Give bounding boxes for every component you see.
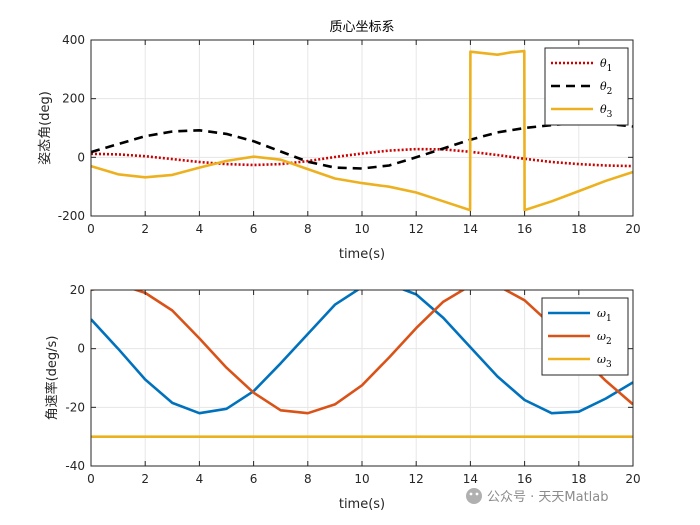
- x-tick-label: 14: [463, 222, 478, 236]
- x-axis-label: time(s): [339, 247, 385, 262]
- x-tick-label: 4: [196, 222, 204, 236]
- watermark-text: 公众号 · 天天Matlab: [487, 490, 609, 505]
- attitude-angle-chart: 质心坐标系 time(s) 姿态角(deg) 0 2 4 6 8 10 12 14 16 18 20…: [37, 20, 641, 262]
- x-tick-label: 18: [571, 472, 586, 486]
- x-tick-label: 4: [196, 472, 204, 486]
- x-tick-label: 20: [625, 222, 640, 236]
- wechat-icon: [466, 488, 482, 504]
- x-tick-label: 6: [250, 222, 258, 236]
- legend-label-1: θ1: [600, 57, 612, 74]
- y-tick-label: -40: [65, 459, 85, 473]
- series-line-2: [91, 121, 633, 170]
- x-tick-label: 16: [517, 222, 532, 236]
- legend-label-3: ω3: [597, 353, 612, 370]
- legend-label-2: θ2: [600, 80, 612, 97]
- x-tick-label: 12: [409, 222, 424, 236]
- x-tick-label: 12: [409, 472, 424, 486]
- series-line-1: [91, 147, 633, 168]
- y-tick-label: 200: [62, 92, 85, 106]
- watermark: 公众号 · 天天Matlab: [466, 488, 609, 505]
- y-tick-label: -20: [65, 400, 85, 414]
- chart-title: 质心坐标系: [329, 20, 394, 35]
- y-tick-label: 0: [77, 342, 85, 356]
- x-tick-label: 20: [625, 472, 640, 486]
- series-line-3: [91, 49, 633, 212]
- y-tick-label: 0: [77, 150, 85, 164]
- y-axis-label: 角速率(deg/s): [44, 336, 60, 421]
- legend-label-2: ω2: [597, 330, 612, 347]
- x-tick-label: 8: [304, 222, 312, 236]
- x-tick-label: 10: [354, 222, 369, 236]
- x-tick-label: 18: [571, 222, 586, 236]
- angular-rate-chart: time(s) 角速率(deg/s) 0 2 4 6 8 10 12 14 16 18 20 -40 -…: [44, 283, 641, 512]
- x-tick-label: 2: [141, 472, 149, 486]
- y-tick-label: 20: [70, 283, 85, 297]
- legend-label-3: θ3: [600, 103, 613, 120]
- y-tick-label: -200: [58, 209, 85, 223]
- y-axis-label: 姿态角(deg): [37, 91, 53, 165]
- y-tick-label: 400: [62, 33, 85, 47]
- x-tick-label: 6: [250, 472, 258, 486]
- x-tick-label: 16: [517, 472, 532, 486]
- x-tick-label: 0: [87, 222, 95, 236]
- x-tick-label: 10: [354, 472, 369, 486]
- legend: ω1 ω2 ω3: [541, 297, 629, 376]
- x-tick-label: 0: [87, 472, 95, 486]
- series-line-1: [91, 290, 633, 415]
- x-tick-label: 2: [141, 222, 149, 236]
- x-tick-label: 8: [304, 472, 312, 486]
- x-tick-label: 14: [463, 472, 478, 486]
- legend-label-1: ω1: [597, 307, 612, 324]
- legend: θ1 θ2 θ3: [544, 47, 629, 126]
- x-axis-label: time(s): [339, 497, 385, 512]
